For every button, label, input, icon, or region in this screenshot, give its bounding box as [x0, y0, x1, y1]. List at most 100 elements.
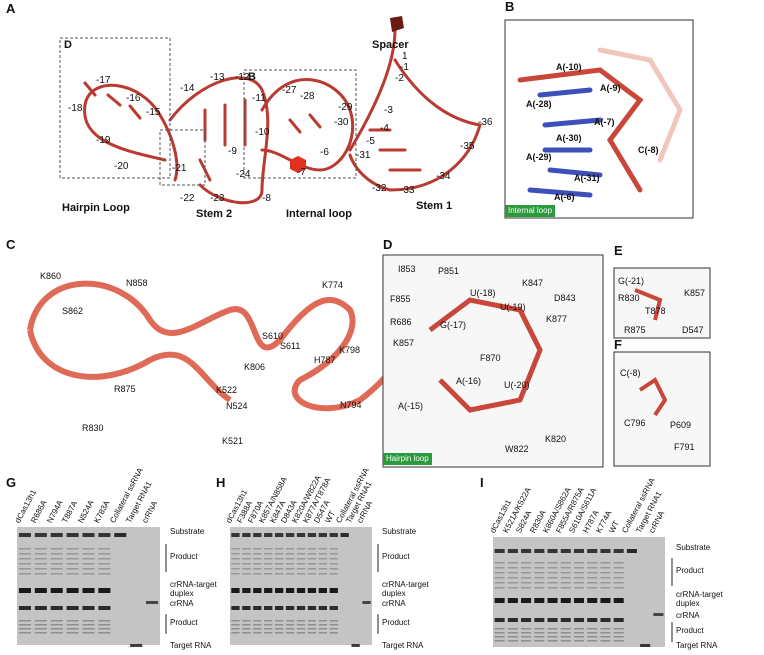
band	[547, 572, 558, 574]
band	[98, 588, 111, 593]
residue-number: -9	[228, 146, 237, 157]
band	[587, 598, 598, 603]
nucleotide-label: A(-10)	[556, 62, 582, 72]
residue-label: F870	[480, 353, 501, 363]
residue-number: -16	[126, 93, 141, 104]
band	[18, 548, 31, 550]
residue-label: U(-20)	[504, 380, 530, 390]
band	[534, 640, 545, 642]
band	[264, 624, 273, 626]
band	[613, 577, 624, 579]
nucleotide-label: A(-7)	[594, 117, 615, 127]
band	[507, 549, 518, 553]
residue-label: R830	[82, 423, 104, 433]
residue-label: S862	[62, 306, 84, 316]
band	[242, 568, 251, 570]
residue-label: A(-15)	[398, 401, 424, 411]
band	[296, 533, 306, 537]
band	[507, 587, 518, 589]
band	[242, 632, 251, 634]
band	[98, 568, 111, 570]
band	[285, 588, 295, 593]
residue-number: 1	[402, 51, 408, 62]
band-label: Product	[676, 626, 704, 635]
band	[130, 644, 143, 647]
residue-label: K877	[546, 314, 568, 324]
band	[307, 558, 317, 560]
gel	[493, 537, 665, 647]
band	[507, 577, 518, 579]
band	[18, 558, 31, 560]
band	[600, 562, 611, 564]
band	[285, 563, 295, 565]
band	[231, 620, 240, 622]
band	[253, 606, 262, 610]
band	[547, 628, 558, 630]
band	[351, 644, 360, 647]
band	[307, 624, 317, 626]
band	[534, 632, 545, 634]
band	[521, 636, 532, 638]
band	[534, 577, 545, 579]
band	[613, 628, 624, 630]
band	[253, 573, 262, 575]
residue-label: H787	[314, 355, 336, 365]
band	[34, 573, 47, 575]
residue-label: K857	[393, 338, 415, 348]
band	[573, 577, 585, 579]
band-label: Product	[170, 618, 198, 627]
residue-number: -17	[96, 75, 111, 86]
band	[34, 632, 47, 634]
band-label: Substrate	[170, 527, 205, 536]
band	[98, 553, 111, 555]
nucleotides	[428, 297, 543, 413]
band	[494, 567, 505, 569]
band	[242, 558, 251, 560]
band	[253, 563, 262, 565]
band	[264, 606, 273, 610]
residue-number: -6	[320, 147, 329, 158]
band	[242, 606, 251, 610]
band	[18, 563, 31, 565]
band	[318, 568, 327, 570]
band	[494, 632, 505, 634]
residue-label: R875	[114, 384, 136, 394]
band	[253, 533, 262, 537]
band	[307, 568, 317, 570]
band	[560, 587, 571, 589]
box-label: B	[248, 71, 256, 83]
residue-number: -30	[334, 117, 349, 128]
band	[573, 636, 585, 638]
band	[560, 577, 571, 579]
band	[296, 563, 306, 565]
band	[231, 553, 240, 555]
band	[587, 582, 598, 584]
panel-letter: D	[383, 237, 393, 252]
band	[600, 577, 611, 579]
band	[66, 624, 79, 626]
residue-number: -12	[235, 72, 250, 83]
panel-letter: E	[614, 243, 623, 258]
band	[494, 598, 505, 603]
band	[534, 582, 545, 584]
band	[98, 573, 111, 575]
residue-label: G(-21)	[618, 276, 645, 286]
band	[587, 640, 598, 642]
residue-label: I853	[398, 264, 416, 274]
band	[296, 624, 306, 626]
band	[242, 553, 251, 555]
box-b	[243, 69, 357, 179]
band	[560, 598, 571, 603]
band	[587, 577, 598, 579]
band	[307, 533, 317, 537]
band	[275, 632, 284, 634]
band	[231, 573, 240, 575]
band	[34, 624, 47, 626]
band	[494, 572, 505, 574]
band	[640, 644, 651, 647]
residue-label: N794	[340, 400, 362, 410]
band-label: Product	[676, 566, 704, 575]
band	[573, 549, 585, 553]
band	[560, 632, 571, 634]
residue-label: G(-17)	[440, 320, 467, 330]
